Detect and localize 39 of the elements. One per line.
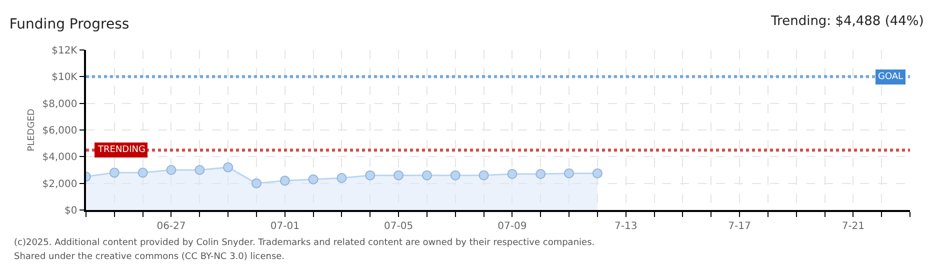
x-tick-label: 07-09 — [498, 220, 527, 232]
x-tick-label: 7-13 — [614, 220, 638, 232]
text: Shared under the creative commons (CC BY-NC 3.0) license. — [14, 252, 285, 262]
y-tick-label: $8,000 — [42, 98, 78, 110]
point — [308, 174, 318, 184]
y-axis-title: PLEDGED — [27, 108, 38, 152]
point — [536, 169, 546, 179]
y-tick-label: $6,000 — [42, 126, 78, 136]
point — [194, 165, 205, 175]
point — [422, 170, 432, 180]
point — [251, 178, 262, 188]
point — [365, 170, 376, 180]
x-tick-label: 7-17 — [728, 220, 751, 232]
point — [138, 168, 148, 178]
point — [450, 170, 460, 180]
point — [166, 165, 176, 175]
point — [280, 176, 290, 186]
text: Trending: $4,488 (44%) — [770, 14, 924, 29]
chart-title: Funding Progress — [9, 16, 130, 33]
x-tick-label: 07-01 — [270, 220, 300, 232]
y-tick-label: $12K — [52, 46, 78, 56]
y-tick-label: $2,000 — [42, 178, 78, 190]
y-tick-label: $10K — [52, 72, 78, 84]
x-tick-label: 7-21 — [842, 220, 865, 232]
point — [223, 162, 234, 172]
x-tick-label: 06-27 — [156, 220, 186, 232]
point — [109, 168, 120, 178]
point — [592, 168, 602, 178]
point — [394, 170, 404, 180]
ref-line-label: TRENDING — [97, 145, 146, 155]
point — [478, 170, 489, 180]
ref-line-label: GOAL — [878, 72, 904, 82]
point — [336, 173, 347, 183]
x-tick-label: 07-05 — [384, 220, 414, 232]
y-tick-label: $0 — [64, 206, 78, 216]
y-tick-label: $4,000 — [42, 152, 78, 164]
point — [564, 168, 574, 178]
text: (c)2025. Additional content provided by Colin Snyder. Trademarks and related content are owned by their respective companies. — [14, 238, 595, 248]
point — [507, 169, 518, 179]
